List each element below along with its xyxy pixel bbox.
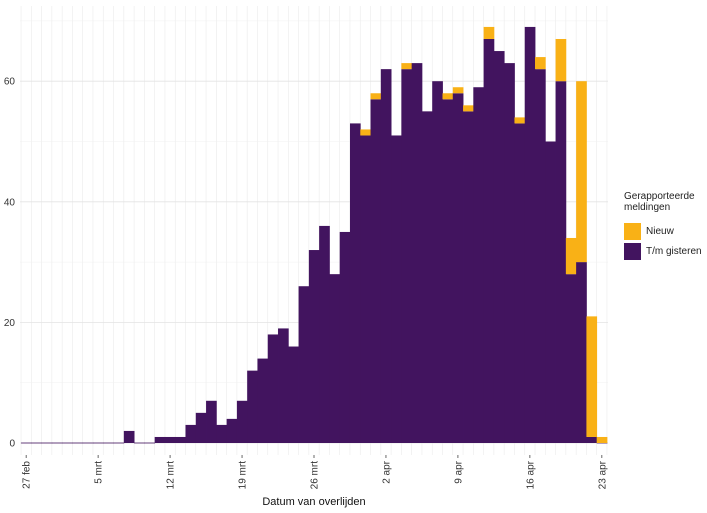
bar-tm-gisteren — [175, 436, 186, 443]
bar-nieuw — [596, 436, 608, 443]
bar-tm-gisteren — [267, 334, 279, 443]
y-tick-label: 40 — [4, 197, 16, 208]
y-axis-ticks: 0 20 40 60 — [4, 77, 16, 450]
x-tick-label: 27 feb — [22, 461, 33, 489]
bar-tm-gisteren — [257, 358, 269, 443]
bar-tm-gisteren — [216, 424, 228, 443]
bar-nieuw — [535, 57, 546, 70]
legend-item-tm-gisteren: T/m gisteren — [624, 241, 706, 261]
bar-tm-gisteren — [247, 370, 258, 443]
bar-tm-gisteren — [463, 111, 474, 443]
legend-item-nieuw: Nieuw — [624, 221, 706, 241]
bar-tm-gisteren — [278, 328, 289, 443]
bar-tm-gisteren — [164, 436, 176, 443]
bar-tm-gisteren — [298, 286, 310, 443]
bar-tm-gisteren — [514, 123, 526, 443]
bar-nieuw — [370, 93, 382, 100]
x-tick-label: 23 apr — [597, 460, 608, 489]
bar-tm-gisteren — [504, 63, 515, 444]
bar-nieuw — [565, 237, 577, 275]
y-tick-label: 0 — [9, 439, 15, 450]
bars — [21, 26, 608, 444]
bar-tm-gisteren — [288, 346, 299, 443]
bar-tm-gisteren — [524, 26, 536, 444]
bar-tm-gisteren — [483, 38, 495, 444]
bar-tm-gisteren — [123, 430, 135, 443]
bar-tm-gisteren — [565, 274, 577, 443]
y-tick-label: 20 — [4, 318, 16, 329]
legend-title: Gerapporteerde meldingen — [624, 191, 695, 213]
bar-nieuw — [360, 129, 371, 136]
bar-tm-gisteren — [339, 231, 351, 443]
bar-tm-gisteren — [308, 250, 320, 443]
bar-tm-gisteren — [555, 81, 567, 443]
x-axis-ticks: 27 feb 5 mrt 12 mrt 19 mrt 26 mrt 2 apr 9 apr 1… — [22, 455, 608, 490]
bar-tm-gisteren — [236, 400, 248, 443]
y-tick-label: 60 — [4, 77, 16, 88]
bar-tm-gisteren — [452, 93, 464, 443]
bar-tm-gisteren — [391, 135, 402, 443]
x-tick-label: 19 mrt — [238, 461, 249, 490]
bar-tm-gisteren — [473, 87, 485, 443]
legend-label-nieuw: Nieuw — [646, 225, 674, 237]
bar-tm-gisteren — [206, 400, 217, 443]
bar-nieuw — [401, 63, 413, 70]
bar-tm-gisteren — [380, 69, 392, 443]
legend-label-tm-gisteren: T/m gisteren — [646, 245, 702, 257]
legend: Gerapporteerde meldingen Nieuw T/m giste… — [624, 191, 706, 261]
bar-tm-gisteren — [432, 81, 443, 443]
bar-tm-gisteren — [442, 99, 454, 443]
bar-tm-gisteren — [421, 111, 433, 443]
bar-nieuw — [452, 87, 464, 94]
bar-tm-gisteren — [535, 69, 546, 443]
bar-tm-gisteren — [411, 63, 423, 444]
legend-swatch-tm-gisteren — [624, 242, 641, 260]
bar-tm-gisteren — [360, 135, 371, 443]
x-axis-title: Datum van overlijden — [262, 496, 365, 508]
bar-tm-gisteren — [185, 424, 197, 443]
bar-nieuw — [586, 316, 598, 437]
bar-tm-gisteren — [545, 141, 556, 443]
bar-tm-gisteren — [401, 69, 413, 443]
x-tick-label: 26 mrt — [310, 461, 321, 490]
x-tick-label: 12 mrt — [166, 461, 177, 490]
bar-nieuw — [555, 38, 567, 82]
legend-swatch-nieuw — [624, 222, 641, 240]
bar-tm-gisteren — [154, 436, 166, 443]
bar-nieuw — [576, 81, 587, 263]
bar-nieuw — [514, 117, 526, 124]
bar-nieuw — [463, 105, 474, 112]
x-tick-label: 2 apr — [381, 460, 392, 483]
bar-nieuw — [483, 26, 495, 39]
x-tick-label: 16 apr — [525, 460, 536, 489]
bar-tm-gisteren — [576, 262, 587, 443]
bar-tm-gisteren — [329, 274, 341, 443]
x-tick-label: 9 apr — [453, 460, 464, 483]
bar-tm-gisteren — [586, 436, 598, 443]
bar-tm-gisteren — [319, 225, 330, 443]
bar-tm-gisteren — [349, 123, 361, 443]
bar-tm-gisteren — [493, 51, 505, 444]
x-tick-label: 5 mrt — [94, 461, 105, 484]
bar-tm-gisteren — [226, 418, 238, 443]
bar-tm-gisteren — [370, 99, 382, 443]
bar-tm-gisteren — [195, 412, 207, 443]
bar-nieuw — [442, 93, 454, 100]
